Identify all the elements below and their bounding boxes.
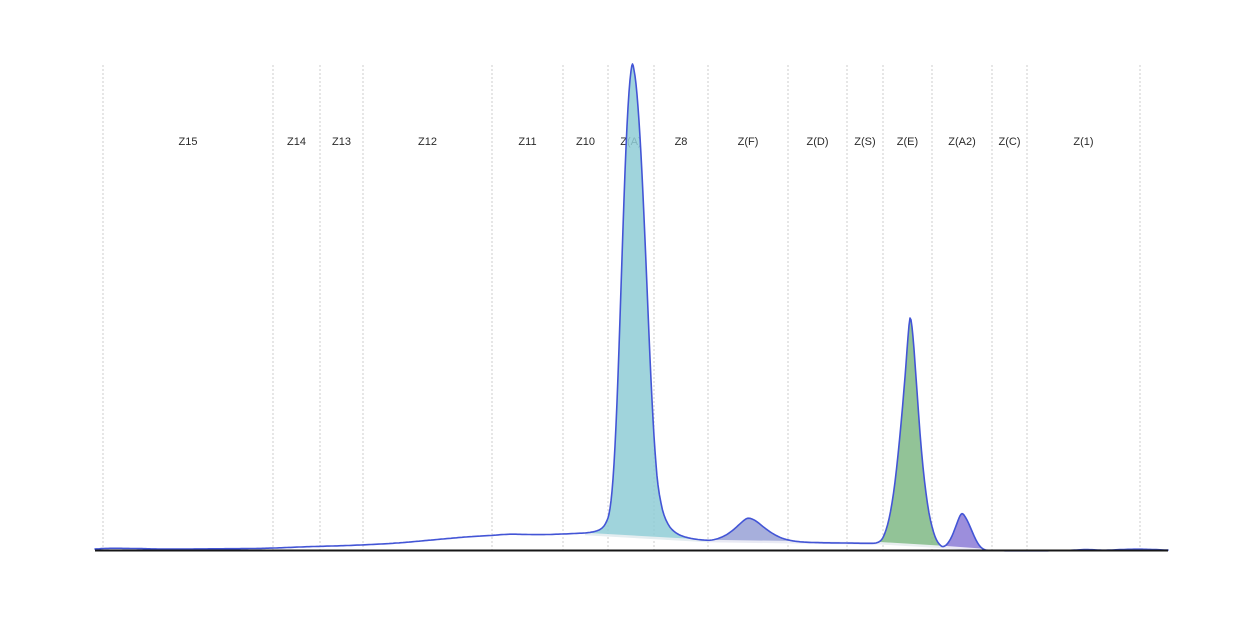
zone-label-ZA2: Z(A2)	[948, 136, 976, 148]
zone-label-ZD: Z(D)	[807, 136, 829, 148]
zone-label-ZF: Z(F)	[738, 136, 759, 148]
peak-fill-ZA-baseline	[584, 532, 709, 543]
zone-label-Z10: Z10	[576, 136, 595, 148]
zone-label-Z12: Z12	[418, 136, 437, 148]
zone-label-Z8: Z8	[675, 136, 688, 148]
peak-fill-ZA2	[943, 513, 988, 551]
zone-label-ZC: Z(C)	[999, 136, 1021, 148]
peak-fill-ZF	[708, 518, 876, 544]
peak-fill-ZE	[876, 318, 943, 547]
trace-curve	[94, 63, 1169, 552]
zone-label-Z15: Z15	[179, 136, 198, 148]
zone-label-ZE: Z(E)	[897, 136, 918, 148]
zone-label-ZS: Z(S)	[854, 136, 875, 148]
peak-fill-ZE-baseline	[875, 541, 944, 549]
zone-label-Z13: Z13	[332, 136, 351, 148]
peak-fill-ZA	[585, 64, 708, 541]
zone-label-Z11: Z11	[518, 136, 536, 148]
zone-label-Z1: Z(1)	[1073, 136, 1093, 148]
zone-label-Z14: Z14	[287, 136, 306, 148]
